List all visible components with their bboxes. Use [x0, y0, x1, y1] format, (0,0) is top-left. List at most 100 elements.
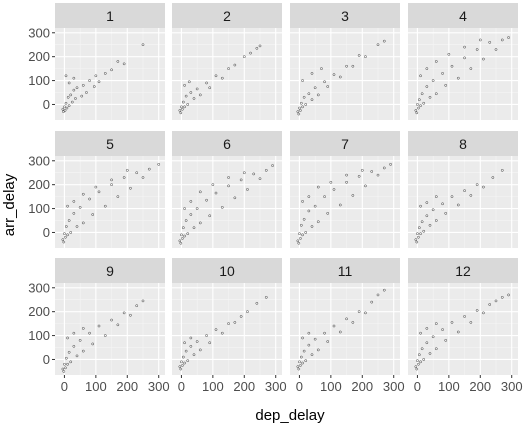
data-point	[135, 304, 139, 308]
data-point	[364, 311, 367, 315]
data-point	[184, 219, 188, 222]
y-axis-tick-label: 200	[28, 177, 50, 192]
data-point	[345, 64, 348, 68]
data-point	[469, 67, 473, 70]
data-point	[475, 183, 479, 187]
data-point	[332, 73, 336, 76]
data-point	[67, 219, 71, 222]
data-point	[329, 180, 333, 184]
data-point	[157, 163, 161, 166]
data-point	[417, 98, 421, 102]
data-point	[463, 189, 466, 192]
data-point	[75, 354, 79, 358]
data-point	[357, 310, 361, 314]
data-point	[110, 178, 113, 182]
facet-strip-label: 7	[341, 136, 349, 152]
data-point	[417, 226, 421, 230]
data-point	[414, 238, 418, 241]
data-point	[298, 360, 301, 364]
data-point	[72, 212, 76, 215]
x-axis-title: dep_delay	[255, 407, 325, 424]
data-point	[135, 171, 139, 175]
data-point	[338, 203, 342, 207]
facet-panel-8: 8	[408, 131, 518, 248]
facet-panel-11: 11 0 100 200 300	[290, 258, 405, 394]
data-point	[326, 85, 330, 88]
data-point	[264, 168, 268, 172]
data-point	[434, 347, 438, 351]
data-point	[456, 330, 460, 334]
data-point	[444, 84, 448, 87]
panel-background	[290, 156, 400, 248]
data-point	[316, 93, 320, 97]
data-point	[183, 234, 186, 238]
data-point	[183, 84, 186, 87]
data-point	[301, 200, 304, 203]
data-point	[69, 93, 73, 97]
data-point	[299, 355, 303, 359]
data-point	[323, 195, 326, 198]
data-point	[129, 313, 132, 317]
data-point	[463, 315, 466, 318]
facet-strip-label: 10	[219, 263, 235, 279]
data-point	[192, 97, 196, 100]
data-point	[488, 303, 492, 306]
facet-panel-7: 7	[290, 131, 400, 248]
data-point	[214, 328, 218, 331]
data-point	[258, 177, 262, 181]
data-point	[376, 173, 380, 177]
y-axis-tick-label: 0	[43, 225, 50, 240]
x-axis-tick-label: 200	[233, 379, 255, 394]
data-point	[297, 241, 301, 245]
data-point	[103, 204, 107, 208]
data-point	[64, 225, 68, 228]
data-point	[64, 101, 68, 105]
data-point	[181, 364, 184, 367]
data-point	[338, 75, 342, 79]
x-axis-tick-label: 100	[85, 379, 107, 394]
data-point	[69, 360, 73, 364]
data-point	[227, 67, 230, 70]
data-point	[233, 196, 237, 200]
data-point	[74, 97, 77, 100]
data-point	[179, 111, 183, 115]
panel-background	[55, 28, 165, 120]
data-point	[431, 79, 435, 82]
data-point	[332, 188, 336, 191]
facet-strip-label: 5	[106, 136, 114, 152]
facet-strip	[290, 3, 400, 28]
x-axis-tick-label: 300	[148, 379, 170, 394]
data-point	[425, 214, 429, 218]
data-point	[64, 74, 68, 78]
data-point	[78, 339, 82, 342]
x-axis-tick-label: 0	[296, 379, 303, 394]
data-point	[81, 84, 85, 87]
data-point	[434, 60, 438, 63]
data-point	[258, 44, 262, 48]
data-point	[81, 221, 85, 225]
data-point	[419, 204, 422, 208]
data-point	[67, 81, 71, 85]
data-point	[428, 95, 432, 99]
data-point	[189, 336, 193, 340]
data-point	[296, 110, 300, 113]
x-axis-tick-label: 100	[202, 379, 224, 394]
data-point	[183, 341, 186, 345]
data-point	[141, 43, 145, 47]
data-point	[192, 353, 196, 357]
data-point	[450, 195, 454, 198]
data-point	[313, 86, 317, 90]
x-axis-tick-label: 200	[351, 379, 373, 394]
facet-strip-label: 8	[459, 136, 467, 152]
data-point	[310, 353, 314, 357]
data-point	[456, 76, 460, 80]
data-point	[420, 347, 424, 351]
data-point	[301, 233, 304, 237]
data-point	[227, 176, 230, 179]
data-point	[469, 321, 473, 324]
data-point	[75, 86, 79, 90]
data-point	[181, 100, 185, 104]
data-point	[313, 204, 317, 208]
data-point	[450, 64, 454, 68]
data-point	[181, 226, 185, 230]
